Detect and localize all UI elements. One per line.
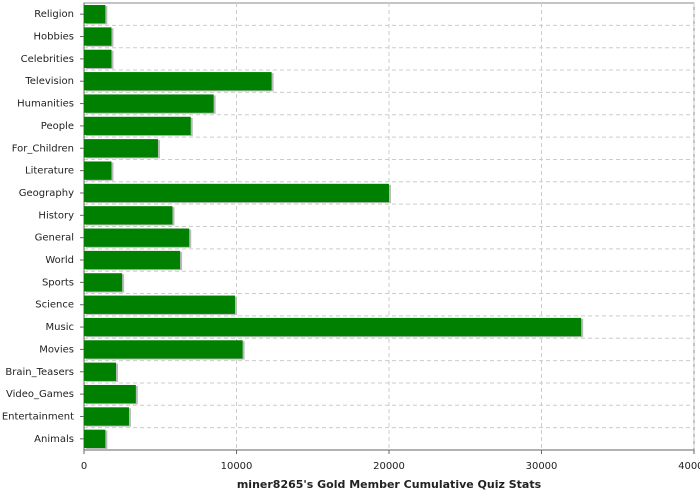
bar: [84, 27, 112, 46]
x-tick-label: 40000: [678, 461, 700, 472]
y-tick-label: World: [45, 255, 74, 266]
y-tick-label: Geography: [19, 188, 74, 199]
y-tick-label: Animals: [34, 434, 74, 445]
bar: [84, 116, 191, 136]
y-tick-label: Religion: [34, 9, 74, 20]
y-tick-label: Humanities: [17, 99, 74, 110]
bar: [84, 139, 158, 158]
y-tick-label: People: [41, 121, 74, 132]
y-tick-label: Literature: [25, 166, 74, 177]
bar: [84, 407, 129, 426]
bar: [84, 295, 235, 314]
bar: [84, 72, 272, 91]
x-tick-label: 10000: [221, 461, 253, 472]
y-tick-label: Science: [35, 300, 74, 311]
x-tick-label: 0: [81, 461, 87, 472]
y-tick-label: History: [38, 210, 74, 221]
bar: [84, 49, 112, 69]
bar: [84, 5, 106, 24]
bar: [84, 384, 136, 404]
y-tick-label: Sports: [42, 277, 74, 288]
bar: [84, 94, 214, 113]
bar: [84, 317, 582, 337]
y-tick-label: General: [35, 233, 74, 244]
y-tick-label: Celebrities: [21, 54, 74, 65]
bar: [84, 250, 181, 270]
y-tick-label: Hobbies: [34, 32, 74, 43]
y-tick-label: Brain_Teasers: [5, 367, 74, 378]
bar: [84, 429, 106, 448]
bar: [84, 206, 173, 225]
y-tick-label: For_Children: [12, 143, 74, 154]
bar: [84, 228, 190, 247]
x-tick-label: 20000: [373, 461, 405, 472]
bar: [84, 161, 112, 180]
y-tick-label: Music: [46, 322, 74, 333]
x-tick-label: 30000: [526, 461, 558, 472]
y-tick-label: Movies: [39, 344, 74, 355]
bar: [84, 183, 389, 203]
y-tick-label: Video_Games: [6, 389, 74, 400]
bar: [84, 273, 123, 292]
y-tick-label: Entertainment: [2, 411, 74, 422]
bar: [84, 340, 243, 359]
x-axis-label: miner8265's Gold Member Cumulative Quiz …: [237, 478, 542, 491]
y-tick-label: Television: [24, 76, 74, 87]
bar: [84, 362, 117, 381]
